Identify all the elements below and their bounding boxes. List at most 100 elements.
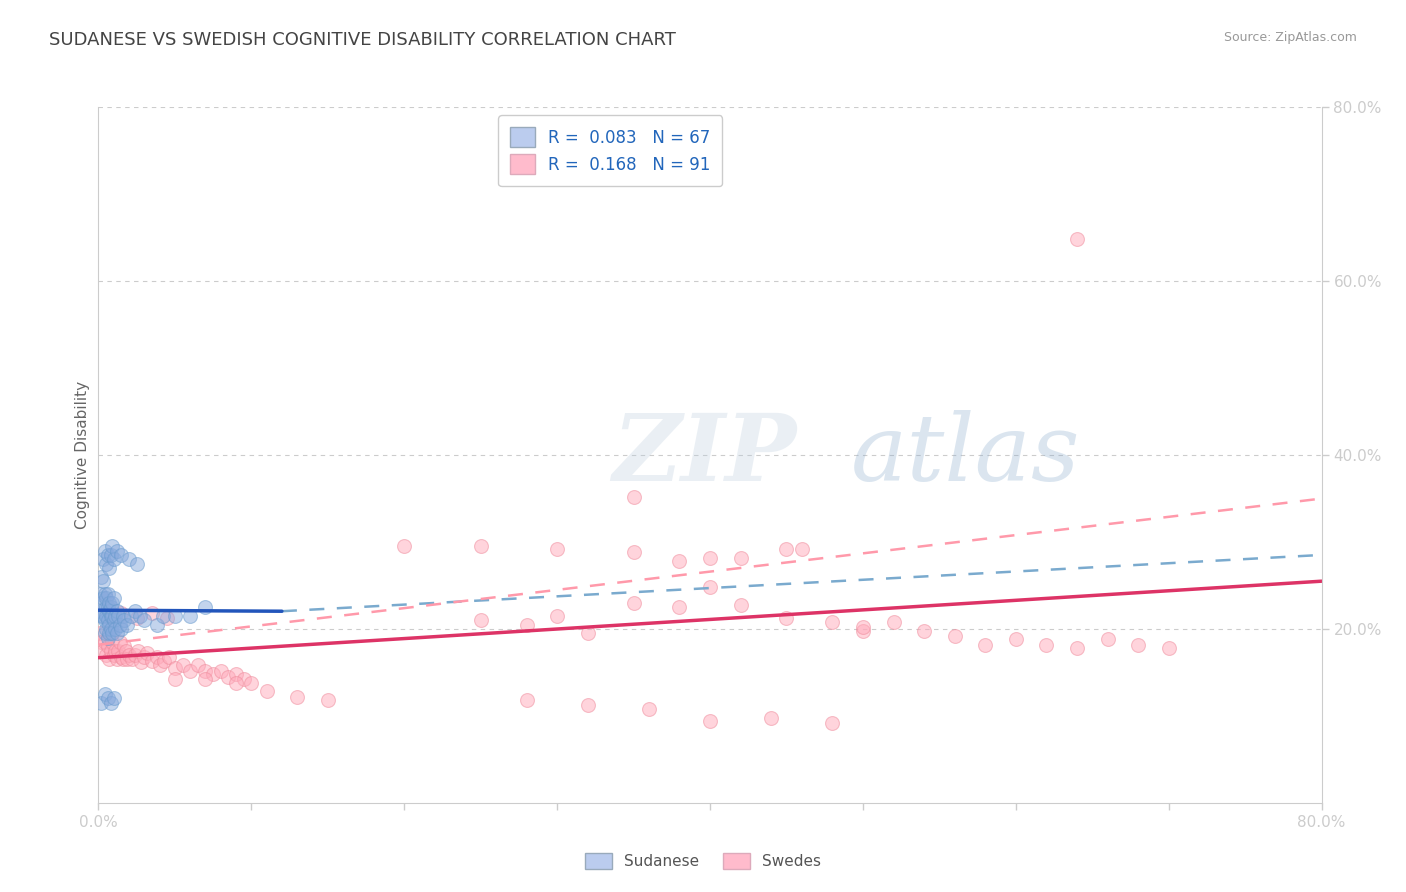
Point — [232, 673, 254, 687]
Point — [89, 605, 111, 619]
Point — [100, 622, 122, 636]
Point — [125, 611, 148, 625]
Point — [576, 626, 599, 640]
Point — [98, 596, 121, 610]
Point — [91, 608, 114, 623]
Point — [217, 670, 239, 684]
Point — [110, 606, 132, 620]
Text: atlas: atlas — [851, 410, 1080, 500]
Point — [89, 587, 111, 601]
Point — [157, 649, 180, 664]
Point — [1157, 640, 1180, 655]
Point — [101, 635, 124, 649]
Point — [108, 635, 131, 649]
Point — [90, 635, 112, 649]
Point — [98, 561, 121, 575]
Point — [104, 622, 127, 636]
Point — [100, 696, 122, 710]
Point — [194, 664, 217, 678]
Point — [121, 652, 143, 666]
Point — [576, 698, 599, 713]
Point — [392, 539, 416, 553]
Point — [97, 587, 120, 601]
Point — [623, 545, 645, 559]
Point — [125, 557, 148, 571]
Point — [105, 626, 128, 640]
Point — [90, 608, 112, 623]
Point — [100, 608, 122, 623]
Point — [103, 691, 125, 706]
Point — [101, 626, 124, 640]
Point — [149, 658, 172, 673]
Point — [153, 654, 176, 668]
Point — [145, 617, 167, 632]
Point — [115, 643, 138, 657]
Point — [699, 580, 721, 594]
Point — [91, 591, 114, 606]
Point — [100, 548, 122, 562]
Point — [105, 652, 128, 666]
Point — [117, 617, 139, 632]
Point — [94, 622, 117, 636]
Point — [94, 591, 117, 606]
Point — [97, 613, 120, 627]
Point — [316, 693, 339, 707]
Point — [112, 613, 135, 627]
Point — [98, 617, 121, 632]
Point — [93, 626, 115, 640]
Point — [124, 648, 146, 662]
Point — [94, 557, 117, 571]
Point — [179, 608, 201, 623]
Point — [256, 684, 278, 698]
Point — [110, 649, 132, 664]
Point — [100, 600, 122, 615]
Point — [209, 664, 232, 678]
Point — [104, 608, 127, 623]
Point — [1066, 640, 1088, 655]
Point — [516, 617, 538, 632]
Point — [117, 652, 139, 666]
Point — [943, 629, 966, 643]
Point — [285, 690, 308, 704]
Point — [1097, 632, 1119, 647]
Point — [1035, 638, 1057, 652]
Point — [225, 667, 247, 681]
Point — [107, 608, 129, 623]
Point — [100, 643, 122, 657]
Point — [128, 608, 150, 623]
Point — [134, 649, 156, 664]
Point — [194, 600, 217, 615]
Point — [124, 605, 146, 619]
Point — [194, 673, 217, 687]
Point — [94, 608, 117, 623]
Point — [546, 541, 568, 556]
Point — [516, 693, 538, 707]
Point — [546, 608, 568, 623]
Point — [974, 638, 997, 652]
Point — [93, 635, 115, 649]
Point — [141, 654, 163, 668]
Point — [202, 667, 225, 681]
Point — [93, 587, 115, 601]
Point — [179, 664, 201, 678]
Point — [111, 608, 134, 623]
Point — [118, 648, 141, 662]
Point — [98, 605, 121, 619]
Point — [163, 673, 186, 687]
Point — [668, 554, 690, 568]
Text: ZIP: ZIP — [612, 410, 796, 500]
Point — [637, 702, 661, 716]
Point — [225, 675, 247, 690]
Point — [97, 600, 120, 615]
Point — [103, 613, 125, 627]
Point — [668, 600, 690, 615]
Point — [97, 639, 120, 653]
Point — [127, 643, 149, 657]
Point — [852, 624, 875, 638]
Point — [470, 613, 492, 627]
Point — [134, 613, 156, 627]
Point — [187, 658, 209, 673]
Text: Source: ZipAtlas.com: Source: ZipAtlas.com — [1223, 31, 1357, 45]
Legend: R =  0.083   N = 67, R =  0.168   N = 91: R = 0.083 N = 67, R = 0.168 N = 91 — [498, 115, 723, 186]
Point — [98, 652, 121, 666]
